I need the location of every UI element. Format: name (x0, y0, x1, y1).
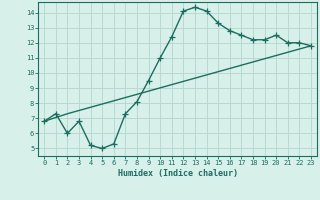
X-axis label: Humidex (Indice chaleur): Humidex (Indice chaleur) (118, 169, 238, 178)
